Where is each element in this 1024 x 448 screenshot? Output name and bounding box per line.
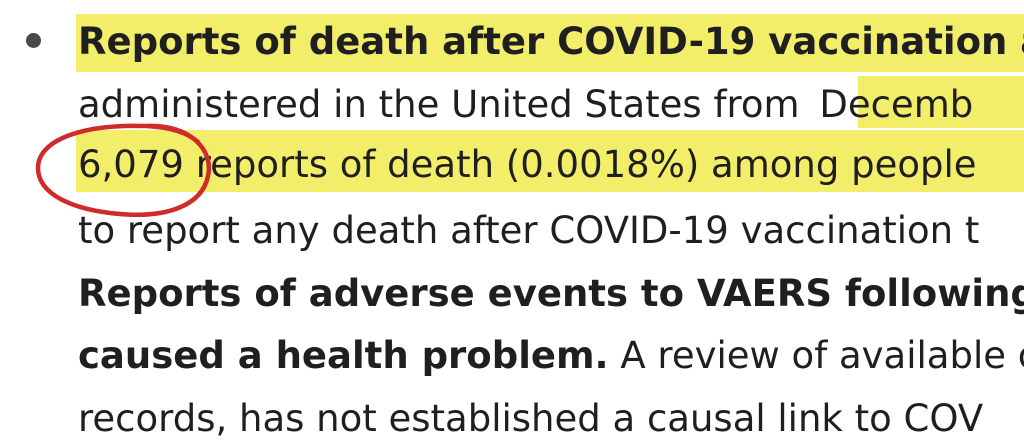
highlight-line-3 [76, 130, 1024, 192]
text-line-3: 6,079 reports of death (0.0018%) among p… [78, 146, 977, 183]
text-line-2-start: administered in the United States from [78, 83, 812, 126]
text-line-2-highlighted: Decemb [819, 83, 974, 126]
text-line-6: caused a health problem. A review of ava… [78, 337, 1024, 374]
text-line-2: administered in the United States from D… [78, 86, 973, 123]
text-line-5: Reports of adverse events to VAERS follo… [78, 272, 1024, 315]
text-line-7: records, has not established a causal li… [78, 397, 984, 440]
text-line-4: to report any death after COVID-19 vacci… [78, 209, 980, 252]
bullet-point [26, 33, 41, 48]
text-line-3-rest: reports of death (0.0018%) among people [183, 143, 977, 186]
text-line-6-bold: caused a health problem. [78, 334, 609, 377]
highlight-line-1 [76, 14, 1024, 72]
text-line-1: Reports of death after COVID-19 vaccinat… [78, 20, 1024, 63]
highlight-line-2-tail [858, 76, 1024, 128]
text-line-6-rest: A review of available c [608, 334, 1024, 377]
death-count: 6,079 [78, 143, 184, 186]
